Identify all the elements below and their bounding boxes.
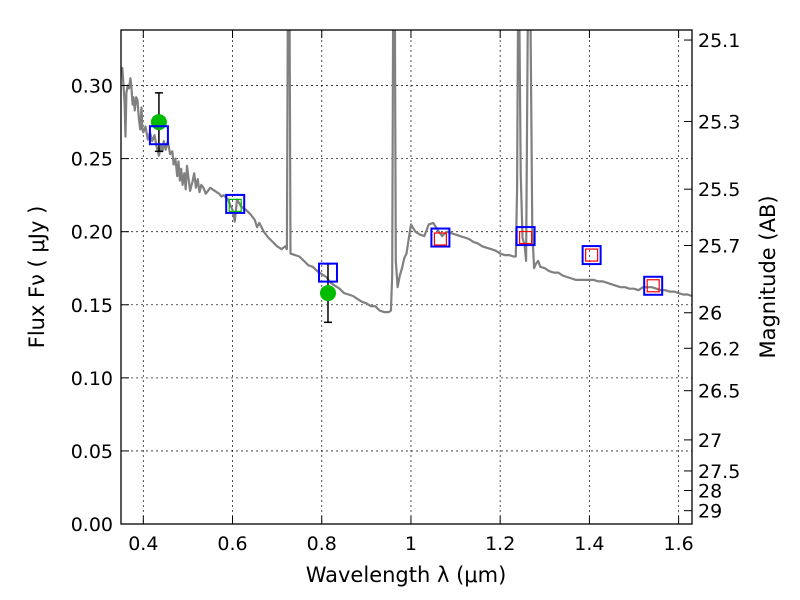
right-tick-label: 25.7 <box>698 236 740 258</box>
model-photometry-square <box>225 193 246 214</box>
x-tick-label: 1.4 <box>574 533 604 555</box>
y-tick-label: 0.10 <box>71 368 113 390</box>
right-tick-label: 26.5 <box>698 381 740 403</box>
y-axis-label-left: Flux Fν ( μJy ) <box>25 206 49 349</box>
y-tick-label: 0.00 <box>71 514 113 536</box>
axis-tick-labels: 0.4 0.6 0.8 1 1.2 1.4 1.6 0.00 0.05 0.10 0.15 0.20 0… <box>71 30 741 555</box>
model-photometry-square <box>643 275 664 296</box>
x-tick-label: 1.2 <box>485 533 515 555</box>
inner-square-marker <box>433 232 448 246</box>
x-tick-label: 0.8 <box>307 533 337 555</box>
observed-point <box>150 114 167 131</box>
inner-square-marker <box>519 230 533 245</box>
x-tick-label: 0.6 <box>217 533 247 555</box>
right-tick-label: 26.2 <box>698 338 740 360</box>
model-photometry-square <box>515 226 536 247</box>
axis-ticks <box>121 30 692 525</box>
right-tick-label: 28 <box>698 481 722 503</box>
model-photometry-square <box>148 125 169 146</box>
right-tick-label: 25.1 <box>698 30 740 52</box>
y-tick-label: 0.30 <box>71 76 113 98</box>
model-photometry-square <box>581 245 602 266</box>
right-tick-label: 29 <box>698 501 722 523</box>
inner-square-marker <box>228 198 242 212</box>
y-tick-label: 0.20 <box>71 222 113 244</box>
observed-point <box>319 285 336 302</box>
plot-area <box>121 30 692 324</box>
right-tick-label: 26 <box>698 303 722 325</box>
inner-square-marker <box>646 279 660 293</box>
model-photometry-square <box>430 227 451 248</box>
plot-frame <box>120 29 693 525</box>
grid <box>121 30 692 524</box>
y-tick-label: 0.15 <box>71 295 113 317</box>
y-tick-label: 0.25 <box>71 149 113 171</box>
x-tick-label: 1 <box>405 533 417 555</box>
y-axis-label-right: Magnitude (AB) <box>756 195 780 358</box>
right-tick-label: 25.5 <box>698 179 740 201</box>
x-axis-label: Wavelength λ (μm) <box>306 563 507 587</box>
x-tick-label: 1.6 <box>664 533 694 555</box>
right-tick-label: 25.3 <box>698 111 740 133</box>
model-photometry-square <box>317 262 338 283</box>
right-tick-label: 27 <box>698 430 722 452</box>
right-tick-label: 27.5 <box>698 461 740 483</box>
inner-square-marker <box>585 248 599 262</box>
x-tick-label: 0.4 <box>128 533 158 555</box>
y-tick-label: 0.05 <box>71 441 113 463</box>
sed-line <box>121 30 692 314</box>
